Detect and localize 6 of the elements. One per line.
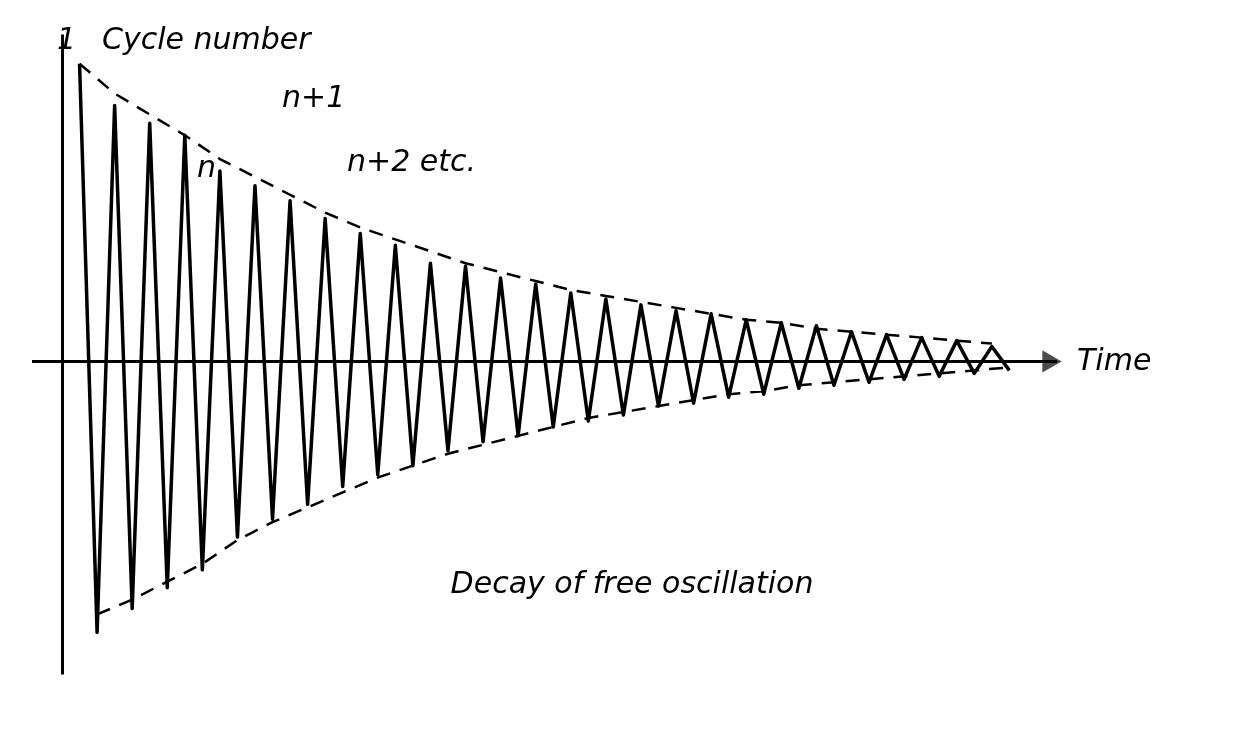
x-axis-title: Time: [1077, 342, 1152, 378]
text: Cycle number: [102, 21, 313, 57]
annotation: Decay of free oscillation: [450, 565, 814, 601]
annotation: n: [197, 149, 217, 185]
annotation: n+1: [282, 79, 346, 114]
annotation: n+2 etc.: [347, 143, 477, 178]
